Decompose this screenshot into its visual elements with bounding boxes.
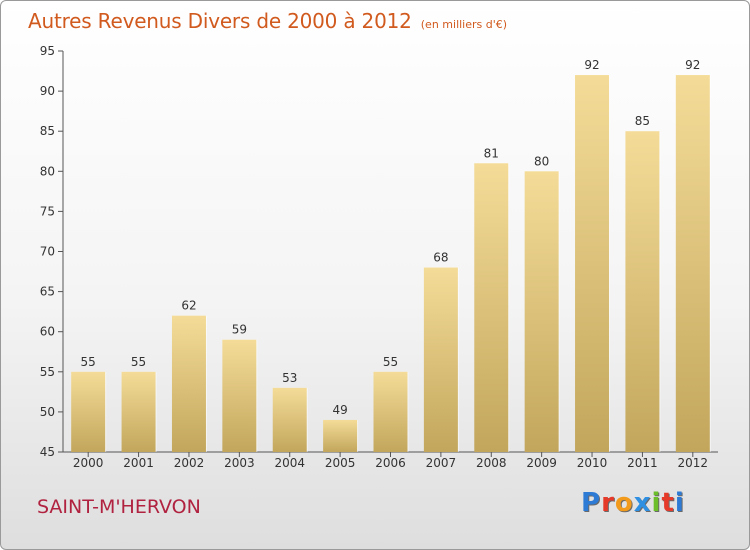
bar <box>272 387 307 452</box>
commune-name: SAINT-M'HERVON <box>37 496 201 518</box>
y-tick-label: 70 <box>40 245 55 259</box>
data-label: 62 <box>181 299 196 313</box>
x-tick-label: 2000 <box>73 456 104 470</box>
data-label: 92 <box>685 58 700 72</box>
bar <box>625 131 660 452</box>
x-tick-label: 2004 <box>274 456 305 470</box>
logo-letter: x <box>633 488 652 518</box>
bar <box>675 75 710 452</box>
logo-letter: i <box>674 488 685 518</box>
data-label: 81 <box>484 146 499 160</box>
y-tick-label: 55 <box>40 365 55 379</box>
y-tick-label: 80 <box>40 164 55 178</box>
chart-title: Autres Revenus Divers de 2000 à 2012 <box>28 9 412 33</box>
x-tick-label: 2007 <box>426 456 457 470</box>
y-tick-label: 95 <box>40 44 55 58</box>
bar <box>171 315 206 452</box>
y-tick-label: 45 <box>40 445 55 459</box>
data-label: 55 <box>131 355 146 369</box>
bar <box>71 371 106 452</box>
data-label: 59 <box>232 323 247 337</box>
y-tick-label: 90 <box>40 84 55 98</box>
bar <box>373 371 408 452</box>
bar <box>524 171 559 453</box>
bar <box>323 419 358 452</box>
x-tick-label: 2010 <box>577 456 608 470</box>
x-tick-label: 2008 <box>476 456 507 470</box>
x-tick-label: 2012 <box>678 456 709 470</box>
y-tick-label: 60 <box>40 325 55 339</box>
x-tick-label: 2003 <box>224 456 255 470</box>
data-label: 68 <box>433 251 448 265</box>
data-label: 55 <box>81 355 96 369</box>
bar <box>474 163 509 452</box>
bar <box>121 371 156 452</box>
data-label: 92 <box>584 58 599 72</box>
bar <box>423 267 458 452</box>
proxiti-logo: Proxiti <box>581 488 685 518</box>
bar <box>575 75 610 452</box>
y-tick-label: 65 <box>40 285 55 299</box>
y-tick-label: 85 <box>40 124 55 138</box>
data-label: 55 <box>383 355 398 369</box>
bar <box>222 339 257 452</box>
x-tick-label: 2005 <box>325 456 356 470</box>
x-tick-label: 2006 <box>375 456 406 470</box>
data-label: 49 <box>332 403 347 417</box>
logo-letter: r <box>601 488 615 518</box>
chart-title-block: Autres Revenus Divers de 2000 à 2012 (en… <box>28 9 507 33</box>
logo-letter: P <box>581 488 602 518</box>
logo-letter: i <box>651 488 662 518</box>
x-tick-label: 2009 <box>526 456 557 470</box>
y-tick-label: 75 <box>40 204 55 218</box>
data-label: 80 <box>534 154 549 168</box>
x-tick-label: 2002 <box>174 456 205 470</box>
data-label: 53 <box>282 371 297 385</box>
data-label: 85 <box>635 114 650 128</box>
y-tick-label: 50 <box>40 405 55 419</box>
x-tick-label: 2011 <box>627 456 658 470</box>
logo-letter: o <box>614 488 634 518</box>
logo-letter: t <box>661 488 675 518</box>
x-tick-label: 2001 <box>123 456 154 470</box>
chart-unit: (en milliers d'€) <box>420 18 508 31</box>
